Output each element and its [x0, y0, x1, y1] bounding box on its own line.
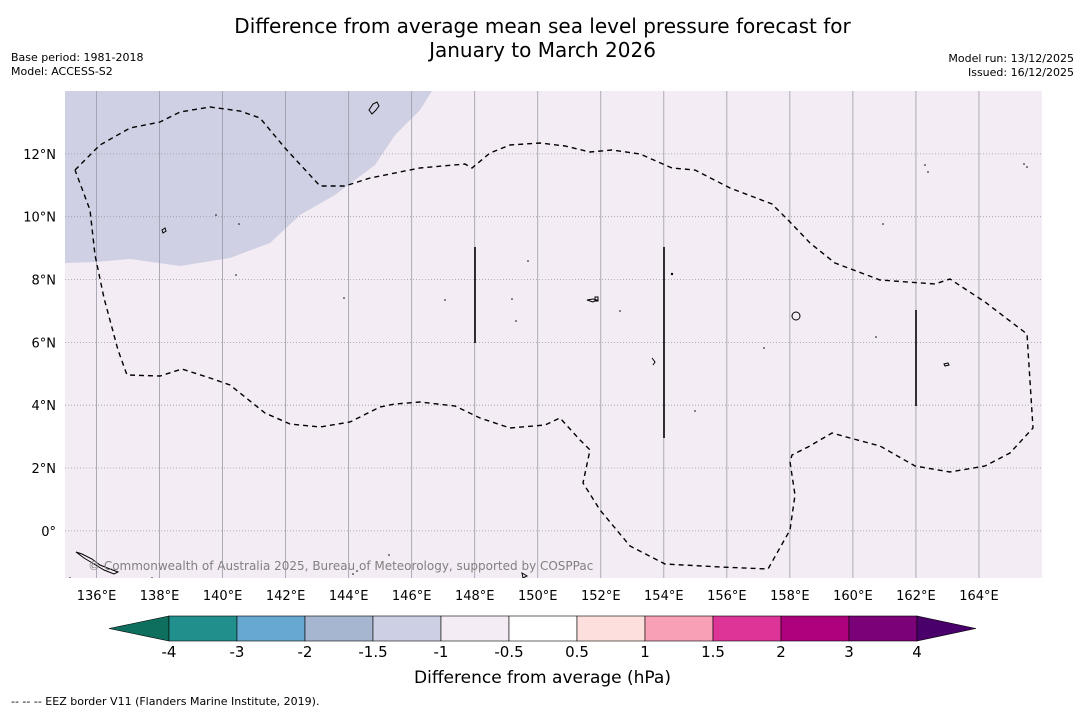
- colorbar-bin: [440, 615, 510, 642]
- longitude-labels: 136°E 138°E 140°E 142°E 144°E 146°E 148°E 150°E…: [77, 589, 999, 604]
- longitude-tick-label: 140°E: [203, 589, 243, 604]
- chart-title: Difference from average mean sea level p…: [0, 14, 1085, 62]
- colorbar-bin: [508, 615, 578, 642]
- colorbar-tick-label: 1.5: [701, 643, 725, 661]
- longitude-tick-label: 156°E: [707, 589, 747, 604]
- negative-anomaly-region: [65, 91, 432, 266]
- eez-border: [74, 106, 1034, 570]
- island: [75, 551, 120, 575]
- colorbar-bin: [780, 615, 850, 642]
- issued-date: Issued: 16/12/2025: [967, 66, 1074, 79]
- island: [594, 296, 599, 302]
- colorbar-bin: [644, 615, 714, 642]
- longitude-tick-label: 150°E: [518, 589, 558, 604]
- longitude-tick-label: 158°E: [770, 589, 810, 604]
- colorbar-bin: [576, 615, 646, 642]
- latitude-tick-label: 2°N: [32, 462, 57, 477]
- colorbar-tick-label: -1.5: [358, 643, 388, 661]
- longitude-tick-label: 144°E: [329, 589, 369, 604]
- island: [791, 311, 801, 321]
- longitude-tick-label: 148°E: [455, 589, 495, 604]
- latitude-tick-label: 12°N: [23, 148, 56, 163]
- colorbar-tick-label: -3: [229, 643, 245, 661]
- longitude-tick-label: 154°E: [644, 589, 684, 604]
- island: [521, 571, 529, 578]
- colorbar-arrow-low: [108, 615, 170, 642]
- island: [586, 298, 599, 303]
- colorbar-bin: [848, 615, 918, 642]
- colorbar-bin: [372, 615, 442, 642]
- colorbar-title: Difference from average (hPa): [414, 668, 671, 688]
- islands: [75, 101, 950, 578]
- colorbar-tick-label: 2: [776, 643, 786, 661]
- latitude-tick-label: 0°: [41, 525, 56, 540]
- island: [368, 101, 380, 115]
- longitude-tick-label: 152°E: [581, 589, 621, 604]
- colorbar-tick-label: -1: [433, 643, 449, 661]
- colorbar-bin: [712, 615, 782, 642]
- latitude-tick-label: 10°N: [23, 211, 56, 226]
- colorbar-tick-label: -4: [161, 643, 177, 661]
- colorbar-tick-label: 0.5: [565, 643, 589, 661]
- longitude-tick-label: 162°E: [896, 589, 936, 604]
- longitude-tick-label: 146°E: [392, 589, 432, 604]
- colorbar-tick-label: -2: [297, 643, 313, 661]
- eez-footnote: -- -- -- EEZ border V11 (Flanders Marine…: [11, 695, 320, 708]
- colorbar-tick-label: -0.5: [494, 643, 524, 661]
- longitude-tick-label: 136°E: [77, 589, 117, 604]
- model-run: Model run: 13/12/2025: [948, 52, 1074, 65]
- copyright-notice: © Commonwealth of Australia 2025, Bureau…: [88, 559, 593, 573]
- meta-left: Base period: 1981-2018 Model: ACCESS-S2: [11, 51, 143, 79]
- title-line-2: January to March 2026: [429, 38, 656, 62]
- latitude-labels: 12°N 10°N 8°N 6°N 4°N 2°N 0°: [23, 148, 56, 540]
- longitude-tick-label: 138°E: [140, 589, 180, 604]
- colorbar-tick-label: 4: [912, 643, 922, 661]
- island: [943, 362, 950, 367]
- colorbar-bin: [236, 615, 306, 642]
- colorbar-bin: [304, 615, 374, 642]
- base-period: Base period: 1981-2018: [11, 51, 144, 64]
- title-line-1: Difference from average mean sea level p…: [234, 14, 851, 38]
- colorbar: [108, 615, 977, 642]
- island: [651, 357, 656, 366]
- colorbar-tick-label: 3: [844, 643, 854, 661]
- latitude-tick-label: 6°N: [32, 336, 57, 351]
- longitude-tick-label: 142°E: [266, 589, 306, 604]
- latitude-tick-label: 4°N: [32, 399, 57, 414]
- longitude-tick-label: 160°E: [833, 589, 873, 604]
- colorbar-tick-label: 1: [640, 643, 650, 661]
- island-dots: [69, 163, 1028, 578]
- colorbar-arrow-high: [916, 615, 977, 642]
- longitude-tick-label: 164°E: [959, 589, 999, 604]
- colorbar-bin: [168, 615, 238, 642]
- island: [161, 227, 167, 234]
- model-name: Model: ACCESS-S2: [11, 65, 113, 78]
- meta-right: Model run: 13/12/2025 Issued: 16/12/2025: [948, 52, 1074, 80]
- latitude-tick-label: 8°N: [32, 274, 57, 289]
